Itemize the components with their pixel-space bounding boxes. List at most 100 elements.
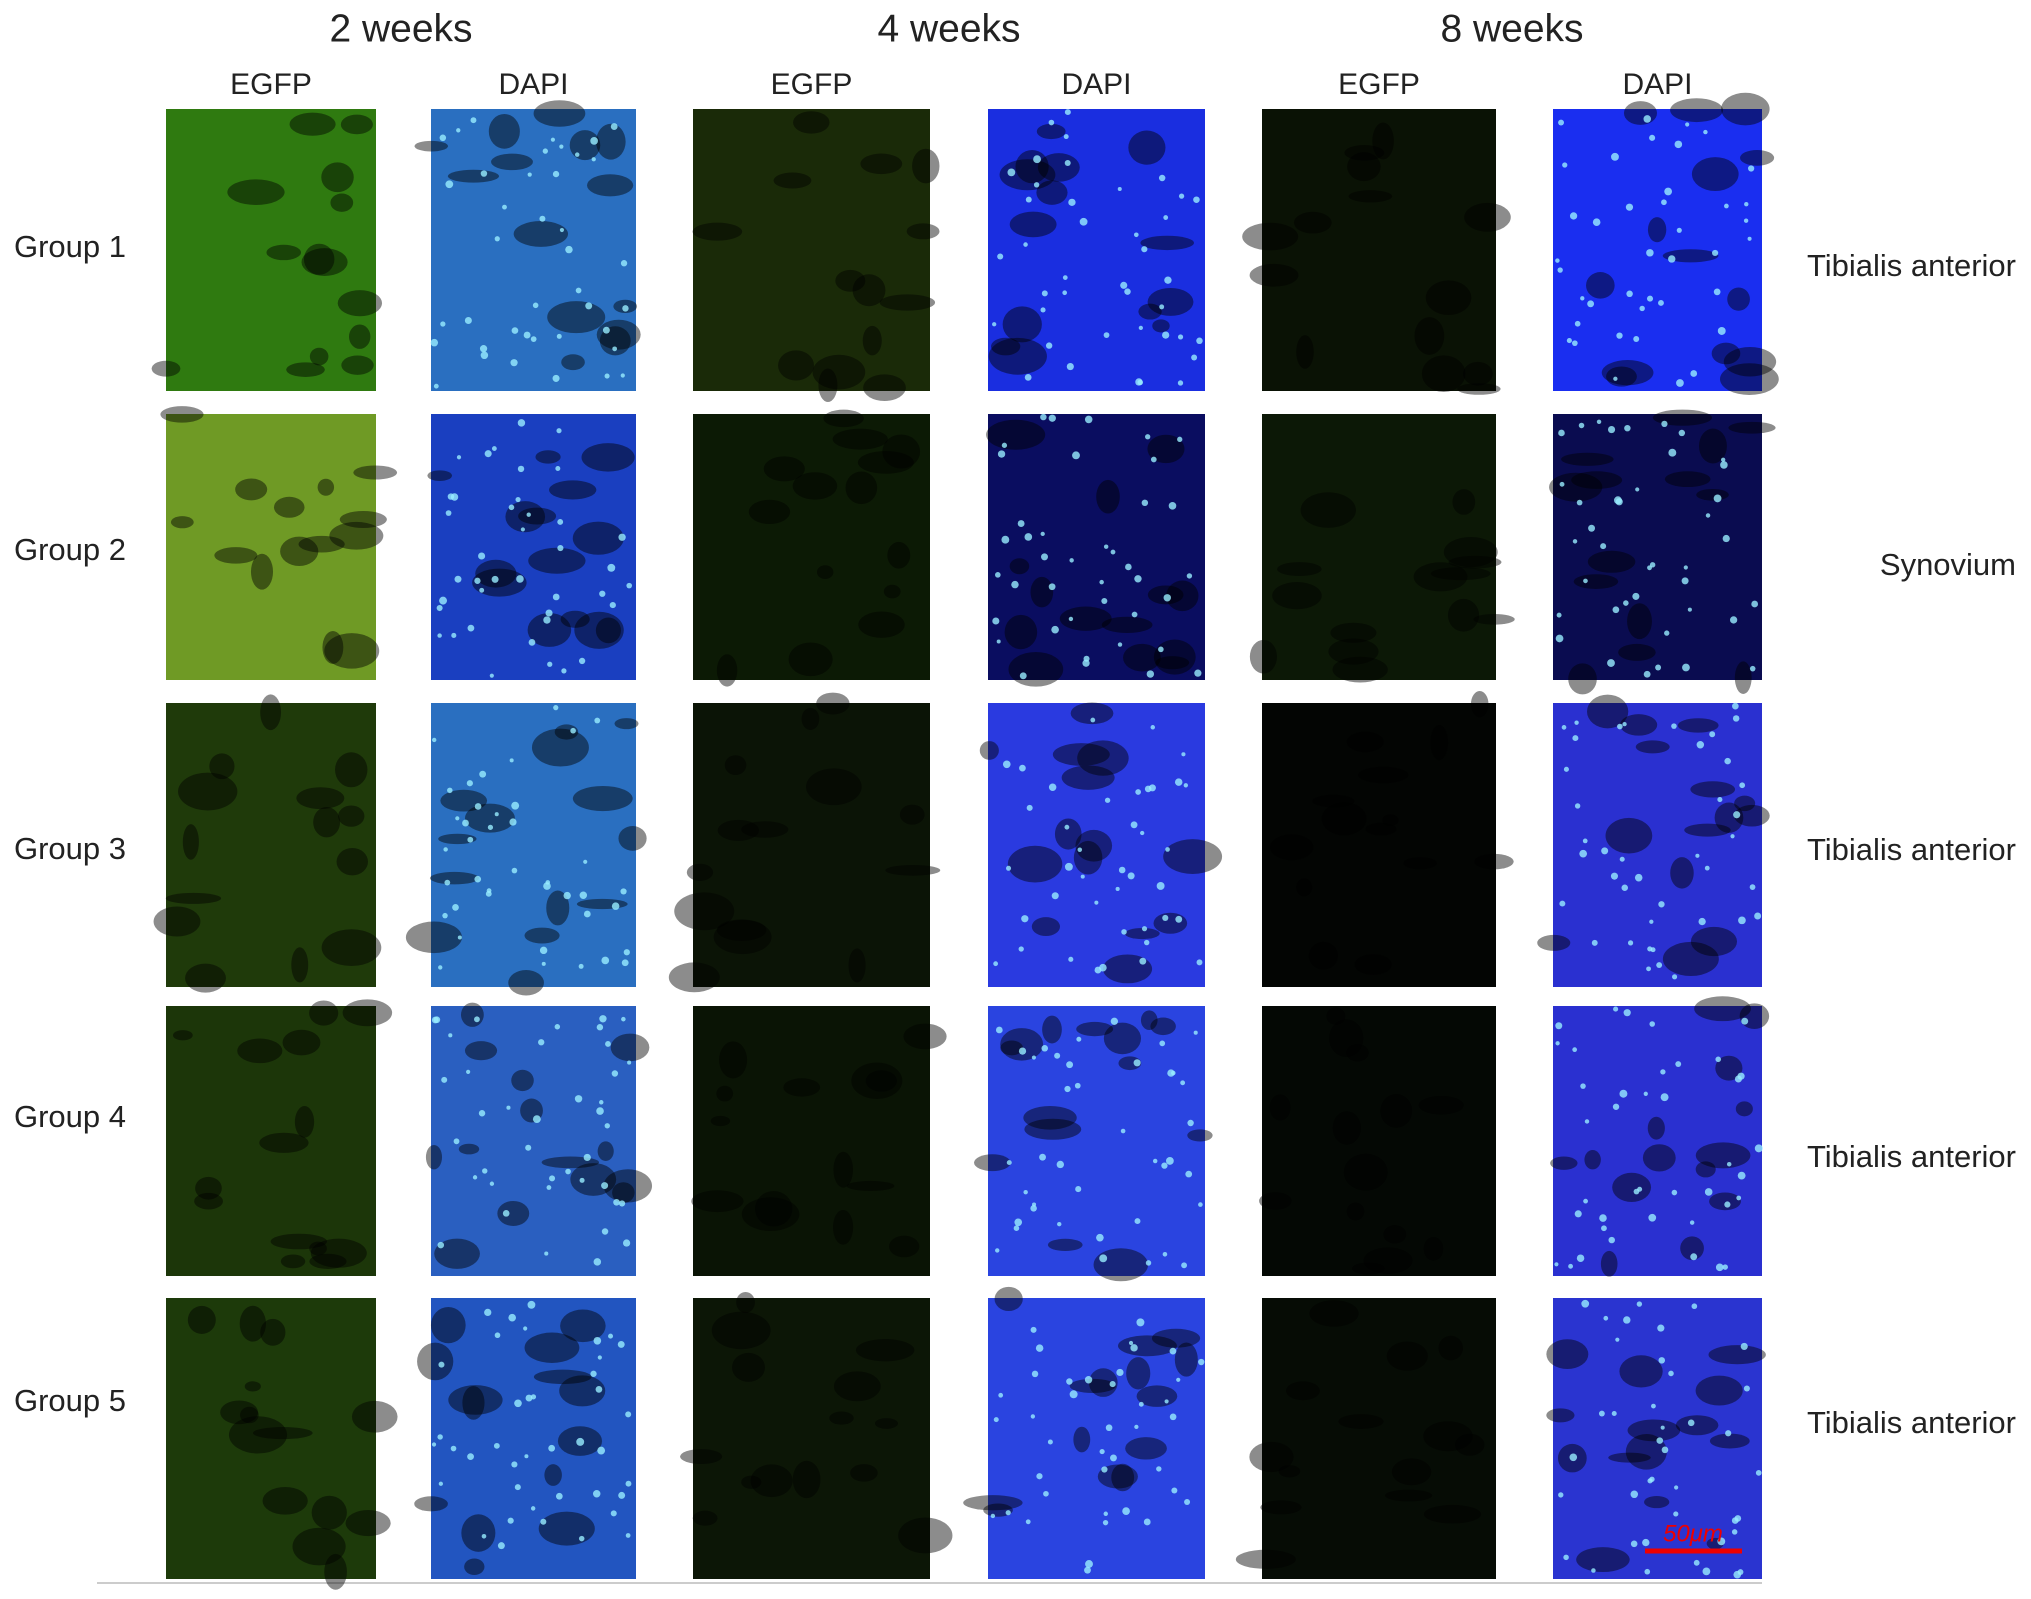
nucleus bbox=[487, 824, 494, 830]
texture bbox=[1546, 1339, 1589, 1370]
nucleus bbox=[1639, 305, 1645, 312]
nucleus bbox=[1194, 669, 1202, 677]
nucleus bbox=[1109, 1381, 1116, 1388]
texture bbox=[1384, 1489, 1433, 1502]
nucleus bbox=[1698, 917, 1706, 926]
nucleus bbox=[1731, 1517, 1739, 1524]
texture bbox=[524, 927, 560, 944]
texture bbox=[1344, 145, 1385, 161]
tissue-label: Synovium bbox=[1880, 547, 2016, 582]
nucleus bbox=[1145, 434, 1151, 440]
nucleus bbox=[1177, 380, 1184, 386]
texture bbox=[835, 269, 866, 292]
nucleus bbox=[1032, 1202, 1037, 1207]
nucleus bbox=[1026, 804, 1033, 811]
nucleus bbox=[431, 1442, 437, 1447]
nucleus bbox=[565, 245, 573, 254]
texture bbox=[1332, 1111, 1361, 1145]
texture bbox=[1635, 740, 1670, 754]
nucleus bbox=[996, 639, 1001, 644]
nucleus bbox=[1104, 797, 1111, 803]
panel bbox=[431, 1298, 636, 1579]
nucleus bbox=[1062, 275, 1068, 280]
nucleus bbox=[1717, 796, 1723, 803]
texture bbox=[1647, 217, 1667, 243]
nucleus bbox=[1184, 1498, 1191, 1505]
texture bbox=[1052, 743, 1110, 766]
micrograph bbox=[974, 1006, 1213, 1282]
texture bbox=[1000, 1028, 1044, 1061]
texture bbox=[832, 428, 888, 450]
nucleus bbox=[1713, 494, 1722, 503]
texture bbox=[1740, 149, 1775, 166]
texture bbox=[317, 478, 335, 496]
micrograph bbox=[414, 1298, 636, 1579]
texture bbox=[1363, 1247, 1413, 1274]
nucleus bbox=[1150, 456, 1157, 463]
nucleus bbox=[1005, 1510, 1011, 1516]
nucleus bbox=[1737, 1171, 1746, 1180]
texture bbox=[587, 174, 634, 197]
nucleus bbox=[579, 1177, 585, 1183]
panel bbox=[1262, 109, 1496, 391]
texture bbox=[716, 1085, 734, 1102]
nucleus bbox=[526, 512, 531, 517]
texture bbox=[1023, 1105, 1077, 1130]
nucleus bbox=[1084, 415, 1093, 424]
panel bbox=[1262, 703, 1496, 987]
texture bbox=[472, 568, 527, 597]
texture bbox=[464, 1041, 498, 1061]
nucleus bbox=[542, 148, 548, 154]
nucleus bbox=[1633, 1188, 1640, 1195]
texture bbox=[812, 354, 866, 390]
texture bbox=[692, 222, 743, 241]
texture bbox=[1348, 190, 1393, 203]
nucleus bbox=[1064, 1085, 1071, 1093]
texture bbox=[788, 642, 833, 677]
nucleus bbox=[1563, 766, 1569, 772]
nucleus bbox=[1162, 1251, 1168, 1257]
micrograph bbox=[1235, 1298, 1496, 1579]
nucleus bbox=[1726, 1161, 1732, 1167]
nucleus bbox=[1696, 741, 1705, 749]
nucleus bbox=[1555, 634, 1564, 643]
nucleus bbox=[1133, 1059, 1141, 1067]
texture bbox=[1382, 814, 1399, 826]
texture bbox=[851, 1062, 903, 1100]
nucleus bbox=[1754, 912, 1762, 920]
texture bbox=[228, 1416, 288, 1454]
texture bbox=[165, 892, 222, 904]
texture bbox=[1618, 643, 1656, 661]
nucleus bbox=[1139, 957, 1147, 965]
nucleus bbox=[1671, 1189, 1678, 1196]
nucleus bbox=[1176, 1377, 1181, 1382]
texture bbox=[1739, 1003, 1770, 1029]
micrograph bbox=[1546, 1298, 1766, 1579]
texture bbox=[736, 1291, 755, 1313]
nucleus bbox=[1623, 1316, 1631, 1324]
texture bbox=[194, 1192, 223, 1210]
nucleus bbox=[528, 639, 536, 646]
texture bbox=[668, 962, 720, 993]
nucleus bbox=[1673, 1511, 1679, 1517]
texture bbox=[1662, 941, 1719, 977]
nucleus bbox=[555, 1492, 563, 1500]
texture bbox=[324, 633, 380, 669]
texture bbox=[1269, 1094, 1291, 1121]
nucleus bbox=[478, 1110, 486, 1117]
nucleus bbox=[1103, 544, 1109, 549]
texture bbox=[595, 617, 621, 644]
nucleus bbox=[1615, 1337, 1620, 1342]
texture bbox=[549, 480, 597, 500]
nucleus bbox=[486, 888, 492, 894]
nucleus bbox=[436, 605, 443, 612]
nucleus bbox=[1047, 1439, 1053, 1445]
nucleus bbox=[583, 859, 588, 864]
texture bbox=[330, 193, 354, 212]
texture bbox=[1296, 878, 1313, 897]
nucleus bbox=[1041, 553, 1048, 561]
nucleus bbox=[539, 946, 548, 955]
texture bbox=[711, 1311, 771, 1350]
nucleus bbox=[1011, 580, 1019, 589]
nucleus bbox=[1674, 1485, 1679, 1490]
